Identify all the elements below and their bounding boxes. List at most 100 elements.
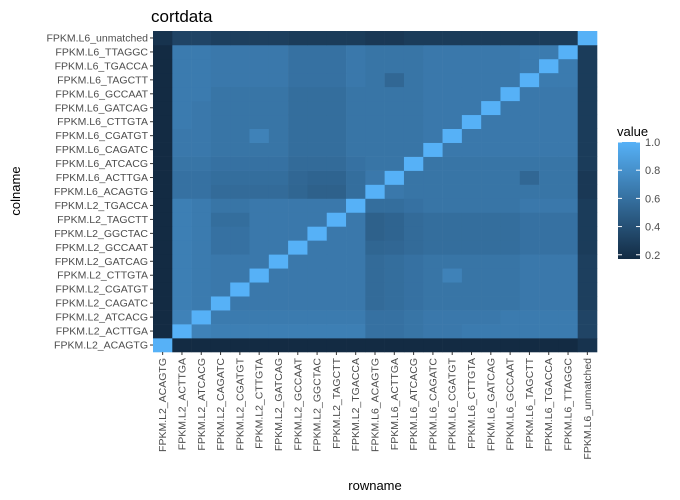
heatmap-cell <box>481 142 501 157</box>
heatmap-cell <box>539 338 559 353</box>
heatmap-cell <box>191 296 212 311</box>
heatmap-cell <box>384 310 405 325</box>
heatmap-cell <box>481 338 501 353</box>
y-tick-label: FPKM.L6_TAGCTT <box>57 74 148 86</box>
heatmap-cell <box>191 170 212 185</box>
heatmap-cells <box>153 31 598 353</box>
x-tick-label: FPKM.L6_TTAGGC <box>563 358 575 451</box>
heatmap-cell <box>230 338 250 353</box>
heatmap-cell <box>307 184 328 199</box>
heatmap-cell <box>461 44 482 60</box>
legend-tick-label: 0.2 <box>645 250 660 262</box>
heatmap-cell <box>481 240 501 255</box>
heatmap-cell <box>403 212 424 227</box>
heatmap-cell <box>268 44 289 60</box>
heatmap-cell <box>230 324 250 339</box>
heatmap-cell <box>461 338 482 353</box>
heatmap-cell <box>461 282 482 297</box>
heatmap-cell <box>539 240 559 255</box>
y-tick-label: FPKM.L2_TAGCTT <box>57 214 148 226</box>
heatmap-cell <box>577 282 598 297</box>
heatmap-cell <box>461 198 482 213</box>
heatmap-cell <box>230 226 250 241</box>
y-tick-label: FPKM.L2_TGACCA <box>55 200 148 212</box>
heatmap-cell <box>423 198 443 213</box>
heatmap-cell <box>539 282 559 297</box>
heatmap-cell <box>384 100 405 116</box>
heatmap-cell <box>230 170 250 185</box>
heatmap-cell <box>365 198 385 213</box>
heatmap-cell <box>230 114 250 129</box>
heatmap-cell <box>268 156 289 171</box>
heatmap-cell <box>577 226 598 241</box>
heatmap-cell <box>442 142 463 157</box>
heatmap-cell <box>210 86 231 102</box>
heatmap-cell <box>461 212 482 227</box>
heatmap-cell <box>210 282 231 297</box>
heatmap-cell <box>365 212 385 227</box>
heatmap-cell <box>326 282 347 297</box>
heatmap-cell <box>249 114 270 129</box>
heatmap-cell <box>210 254 231 269</box>
heatmap-cell <box>481 268 501 283</box>
x-tick-label: FPKM.L6_unmatched <box>582 358 594 460</box>
y-tick-label: FPKM.L2_GGCTAC <box>54 228 148 240</box>
heatmap-cell <box>307 100 328 116</box>
heatmap-cell <box>172 296 192 311</box>
heatmap-cell <box>519 226 540 241</box>
heatmap-cell <box>423 156 443 171</box>
heatmap-cell <box>577 184 598 199</box>
heatmap-cell <box>558 212 578 227</box>
heatmap-cell <box>384 58 405 74</box>
heatmap-cell <box>268 58 289 74</box>
heatmap-cell <box>365 142 385 157</box>
heatmap-cell <box>481 254 501 269</box>
heatmap-cell <box>153 254 173 269</box>
heatmap-cell <box>558 254 578 269</box>
heatmap-cell <box>172 184 192 199</box>
x-tick-label: FPKM.L6_GATCAG <box>485 358 497 451</box>
heatmap-cell <box>191 324 212 339</box>
heatmap-cell <box>365 338 385 353</box>
heatmap-cell <box>384 128 405 143</box>
heatmap-cell <box>191 156 212 171</box>
heatmap-cell <box>442 72 463 88</box>
heatmap-cell <box>288 72 308 88</box>
y-tick-label: FPKM.L2_ACTTGA <box>56 326 148 338</box>
heatmap-cell <box>210 170 231 185</box>
heatmap-cell <box>481 31 501 46</box>
heatmap-cell <box>346 268 366 283</box>
heatmap-cell <box>539 114 559 129</box>
heatmap-cell <box>423 72 443 88</box>
heatmap-cell <box>153 142 173 157</box>
heatmap-cell <box>461 31 482 46</box>
heatmap-cell <box>307 254 328 269</box>
heatmap-cell <box>230 268 250 283</box>
heatmap-cell <box>365 44 385 60</box>
heatmap-cell <box>288 282 308 297</box>
x-tick-label: FPKM.L6_ACAGTG <box>370 358 382 452</box>
heatmap-cell <box>403 31 424 46</box>
heatmap-cell <box>423 338 443 353</box>
heatmap-cell <box>442 282 463 297</box>
heatmap-cell <box>461 100 482 116</box>
heatmap-cell <box>365 100 385 116</box>
heatmap-cell <box>249 156 270 171</box>
heatmap-cell <box>191 128 212 143</box>
heatmap-cell <box>500 310 521 325</box>
heatmap-cell <box>307 240 328 255</box>
heatmap-cell <box>423 268 443 283</box>
heatmap-cell <box>346 156 366 171</box>
heatmap-cell <box>461 254 482 269</box>
heatmap-cell <box>230 198 250 213</box>
x-tick-label: FPKM.L2_ACTTGA <box>176 358 188 450</box>
heatmap-cell <box>403 254 424 269</box>
heatmap-cell <box>346 170 366 185</box>
heatmap-cell <box>230 254 250 269</box>
heatmap-cell <box>230 212 250 227</box>
heatmap-cell <box>153 226 173 241</box>
heatmap-cell <box>500 128 521 143</box>
heatmap-cell <box>519 240 540 255</box>
heatmap-cell <box>288 310 308 325</box>
heatmap-cell <box>191 86 212 102</box>
